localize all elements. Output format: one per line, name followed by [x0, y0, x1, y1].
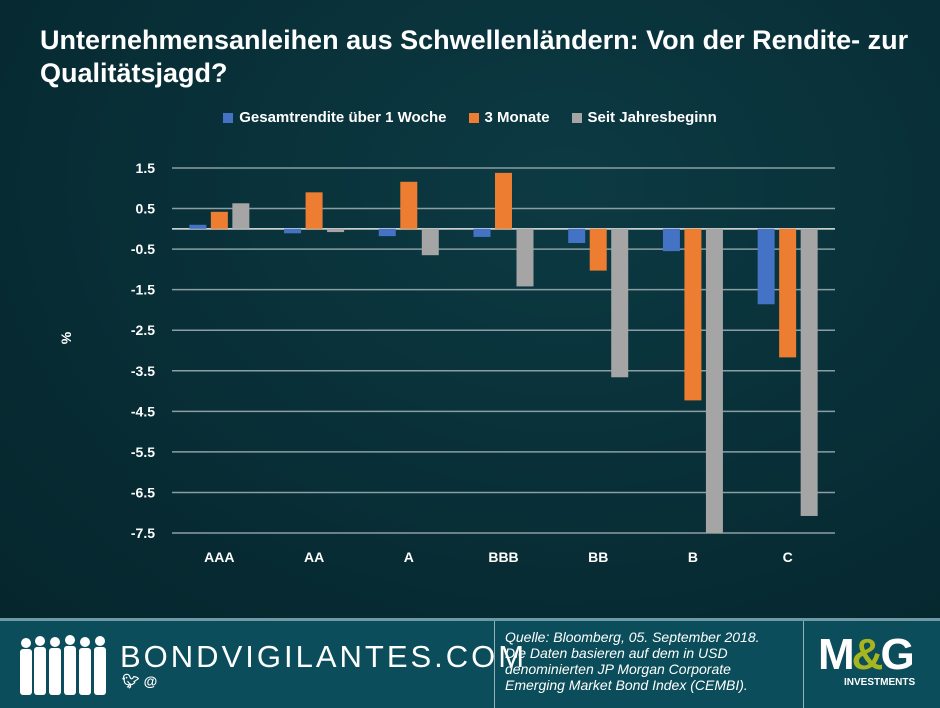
- bar-B-0: [662, 228, 680, 252]
- brand-name[interactable]: BONDVIGILANTES.COM: [120, 639, 528, 674]
- x-tick-label: BBB: [488, 549, 518, 565]
- bar-AAA-1: [210, 211, 228, 229]
- x-tick-label: AA: [304, 549, 324, 565]
- x-tick-label: A: [404, 549, 414, 565]
- bar-BBB-0: [473, 228, 491, 237]
- legend-item: Seit Jahresbeginn: [571, 109, 717, 126]
- people-silhouette-icon: [20, 635, 106, 695]
- bar-BB-2: [611, 228, 629, 378]
- legend-item: Gesamtrendite über 1 Woche: [223, 109, 447, 126]
- bar-BBB-2: [516, 228, 534, 287]
- y-tick-label: -0.5: [131, 241, 155, 257]
- legend-swatch: [223, 112, 234, 123]
- x-tick-label: C: [783, 549, 793, 565]
- bar-AAA-2: [232, 203, 250, 229]
- bar-AA-2: [327, 228, 345, 233]
- source-line: Emerging Market Bond Index (CEMBI).: [505, 677, 748, 693]
- footer: BONDVIGILANTES.COM 🐦︎ @ Quelle: Bloomber…: [0, 618, 940, 708]
- bar-C-2: [800, 228, 818, 516]
- bar-A-1: [400, 181, 418, 229]
- bar-C-0: [757, 228, 775, 305]
- bar-C-1: [779, 228, 797, 358]
- legend-label: 3 Monate: [484, 109, 550, 126]
- bar-BB-0: [568, 228, 586, 244]
- bar-BBB-1: [495, 172, 512, 229]
- y-tick-label: -4.5: [131, 403, 155, 419]
- legend: Gesamtrendite über 1 Woche 3 Monate Seit J…: [0, 109, 940, 126]
- y-tick-label: -3.5: [131, 363, 155, 379]
- source-note: Quelle: Bloomberg, 05. September 2018. D…: [505, 629, 805, 693]
- legend-label: Gesamtrendite über 1 Woche: [239, 109, 447, 126]
- bar-AA-1: [305, 192, 323, 229]
- y-tick-label: -2.5: [131, 322, 155, 338]
- bar-A-0: [378, 228, 396, 237]
- y-tick-label: 0.5: [136, 201, 156, 217]
- bar-AA-0: [284, 228, 302, 234]
- bar-B-2: [705, 228, 723, 534]
- divider: [494, 621, 495, 708]
- mg-logo: M&G INVESTMENTS: [818, 633, 928, 703]
- at-link[interactable]: @: [143, 673, 158, 689]
- source-line: Quelle: Bloomberg, 05. September 2018.: [505, 629, 760, 645]
- y-tick-label: -5.5: [131, 444, 155, 460]
- y-tick-label: -6.5: [131, 484, 155, 500]
- bar-BB-1: [589, 228, 607, 271]
- legend-item: 3 Monate: [468, 109, 550, 126]
- legend-swatch: [468, 112, 479, 123]
- twitter-icon[interactable]: 🐦︎: [122, 673, 140, 689]
- x-tick-label: B: [688, 549, 698, 565]
- divider: [803, 621, 804, 708]
- y-axis-label: %: [58, 331, 75, 345]
- logo-subtitle: INVESTMENTS: [844, 677, 916, 688]
- bar-AAA-0: [189, 224, 207, 229]
- bar-chart: 1.50.5-0.5-1.5-2.5-3.5-4.5-5.5-6.5-7.5AA…: [131, 160, 835, 565]
- x-tick-label: BB: [588, 549, 608, 565]
- x-tick-label: AAA: [204, 549, 234, 565]
- source-line: Die Daten basieren auf dem in USD: [505, 645, 728, 661]
- y-tick-label: -7.5: [131, 525, 155, 541]
- y-tick-label: 1.5: [136, 160, 156, 176]
- legend-swatch: [571, 112, 582, 123]
- chart-title: Unternehmensanleihen aus Schwellenländer…: [40, 25, 909, 88]
- legend-label: Seit Jahresbeginn: [587, 109, 717, 126]
- source-line: denominierten JP Morgan Corporate: [505, 661, 731, 677]
- bar-A-2: [421, 228, 439, 256]
- social-links[interactable]: 🐦︎ @: [122, 673, 157, 690]
- y-tick-label: -1.5: [131, 282, 155, 298]
- bar-B-1: [684, 228, 702, 401]
